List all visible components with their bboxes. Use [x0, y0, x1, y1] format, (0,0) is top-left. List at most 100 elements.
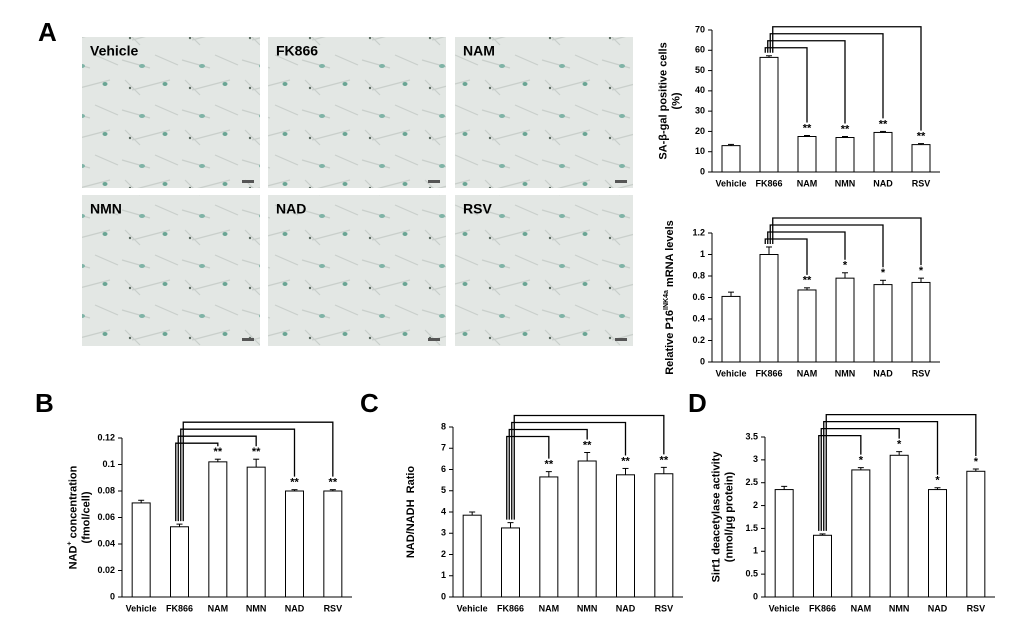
y-label-text: NAD	[67, 545, 79, 569]
y-tick-label: 0.2	[692, 335, 705, 345]
y-tick-label: 0	[700, 166, 705, 176]
x-tick-label: NAD	[873, 178, 893, 188]
significance: **	[252, 446, 261, 458]
image-label: NAD	[276, 201, 306, 217]
y-tick-label: 0	[441, 591, 446, 601]
y-tick-label: 2.5	[745, 477, 758, 487]
y-tick-label: 20	[695, 126, 705, 136]
significance: **	[583, 439, 592, 451]
y-tick-label: 0.12	[97, 432, 115, 442]
comparison-bracket	[823, 420, 939, 531]
y-axis-label: (nmol/μg protein)	[723, 471, 735, 562]
comparison-bracket	[177, 435, 257, 522]
comparison-bracket	[772, 217, 922, 266]
image-label: RSV	[463, 201, 492, 217]
significance: **	[803, 122, 812, 134]
bar	[323, 490, 343, 598]
y-tick-label: 3	[441, 528, 446, 538]
x-tick-label: FK866	[809, 603, 836, 613]
y-axis-label: (%)	[670, 92, 682, 109]
scale-bar	[428, 180, 440, 183]
comparison-bracket	[175, 442, 219, 522]
significance: *	[881, 267, 886, 279]
scale-bar	[242, 180, 254, 183]
bar	[851, 469, 871, 598]
y-tick-label: 4	[441, 506, 446, 516]
bar	[721, 145, 741, 173]
x-tick-label: FK866	[497, 603, 524, 613]
bar	[285, 490, 304, 598]
x-tick-label: FK866	[166, 603, 193, 613]
y-tick-label: 7	[441, 443, 446, 453]
y-tick-label: 0	[110, 591, 115, 601]
y-label-text: (fmol/cell)	[80, 491, 92, 543]
comparison-bracket	[513, 414, 665, 520]
x-tick-label: NMN	[835, 368, 856, 378]
bar	[654, 473, 674, 598]
panel-label: D	[688, 388, 707, 418]
bar	[539, 476, 559, 598]
x-tick-label: NMN	[889, 603, 910, 613]
micrograph	[82, 37, 260, 188]
x-tick-label: FK866	[755, 368, 782, 378]
x-tick-label: NMN	[246, 603, 267, 613]
comparison-bracket	[818, 434, 862, 531]
bar	[131, 502, 151, 598]
micrograph	[268, 195, 446, 346]
y-axis-label: NAD+ concentration	[66, 465, 79, 569]
significance: **	[841, 123, 850, 135]
panel-label: C	[360, 388, 379, 418]
image-label: NMN	[90, 201, 122, 217]
y-tick-label: 0.8	[692, 270, 705, 280]
comparison-bracket	[764, 238, 808, 275]
y-label-text: Sirt1 deacetylase activity	[710, 451, 722, 583]
bar	[759, 56, 779, 173]
image-label: FK866	[276, 43, 318, 59]
y-tick-label: 1.5	[745, 523, 758, 533]
y-tick-label: 30	[695, 106, 705, 116]
comparison-bracket	[180, 428, 296, 522]
x-tick-label: RSV	[655, 603, 674, 613]
y-tick-label: 0.4	[692, 313, 705, 323]
y-tick-label: 5	[441, 485, 446, 495]
y-axis-label: Sirt1 deacetylase activity	[710, 451, 722, 583]
bar	[911, 281, 931, 363]
bar	[246, 466, 266, 598]
bar	[873, 131, 893, 173]
panel-label: B	[35, 388, 54, 418]
scale-bar	[615, 180, 627, 183]
comparison-bracket	[764, 47, 808, 123]
y-label-text: SA-β-gal positive cells	[657, 42, 669, 159]
x-tick-label: NMN	[577, 603, 598, 613]
y-tick-label: 60	[695, 45, 705, 55]
bar	[501, 527, 520, 598]
y-label-sup: +	[66, 541, 73, 545]
significance: *	[935, 475, 940, 487]
significance: **	[660, 454, 669, 466]
y-axis-label: (fmol/cell)	[80, 491, 92, 543]
x-tick-label: NAM	[797, 368, 818, 378]
y-tick-label: 0.5	[745, 569, 758, 579]
image-label: NAM	[463, 43, 495, 59]
x-tick-label: RSV	[912, 368, 931, 378]
bar	[721, 295, 741, 363]
y-label-text: Relative P16	[664, 310, 676, 375]
comparison-bracket	[182, 421, 334, 522]
bar	[462, 514, 482, 598]
comparison-bracket	[769, 33, 884, 119]
comparison-bracket	[511, 421, 627, 520]
y-tick-label: 3	[753, 454, 758, 464]
significance: **	[879, 118, 888, 130]
comparison-bracket	[506, 435, 550, 520]
comparison-bracket	[508, 428, 588, 520]
bar	[835, 277, 855, 363]
x-tick-label: NAD	[873, 368, 893, 378]
y-tick-label: 3.5	[745, 431, 758, 441]
x-tick-label: NAM	[539, 603, 560, 613]
y-tick-label: 1	[753, 546, 758, 556]
y-tick-label: 0.1	[102, 459, 115, 469]
bar	[577, 460, 597, 598]
x-tick-label: Vehicle	[457, 603, 488, 613]
x-tick-label: NMN	[835, 178, 856, 188]
